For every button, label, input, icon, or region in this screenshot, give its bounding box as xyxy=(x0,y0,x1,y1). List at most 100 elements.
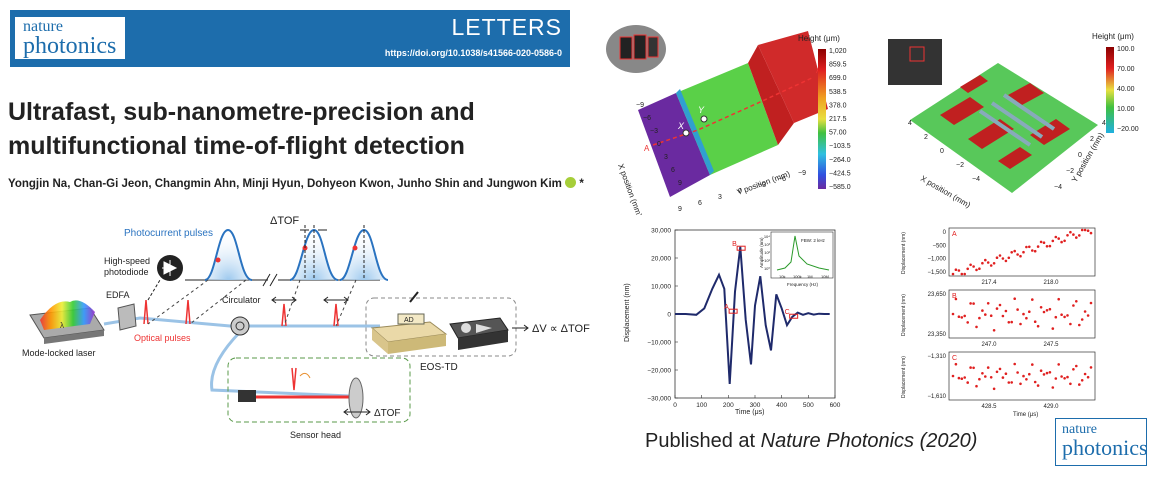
data-point xyxy=(1045,371,1049,375)
orcid-icon[interactable] xyxy=(565,177,577,188)
photocurrent-pulses xyxy=(204,228,389,281)
colorbar-tick: 699.0 xyxy=(829,75,847,82)
data-point xyxy=(1039,306,1043,309)
x-tick: 100 xyxy=(696,402,707,409)
data-point xyxy=(1025,316,1028,320)
panel-y-tick: 23,650 xyxy=(928,292,947,298)
data-point xyxy=(1010,251,1013,254)
data-point xyxy=(1066,375,1069,379)
zoom-panel-c: C Displacement (nm) −1,310 −1,610 428.5 429.0 xyxy=(901,351,1096,410)
data-point xyxy=(978,316,981,320)
authors-text: Yongjin Na, Chan-Gi Jeon, Changmin Ahn, … xyxy=(8,178,562,190)
data-point xyxy=(1010,320,1013,324)
data-point xyxy=(960,272,964,276)
edfa-icon xyxy=(117,303,137,331)
data-point xyxy=(1007,256,1011,260)
nature-photonics-logo-small: nature photonics xyxy=(1055,418,1148,466)
data-point xyxy=(1072,233,1075,236)
data-point xyxy=(1036,324,1040,328)
optical-pulse-1 xyxy=(143,299,149,325)
inset-y-tick: 10³ xyxy=(764,242,770,247)
data-point xyxy=(1089,301,1093,305)
arrow-1 xyxy=(271,296,297,304)
data-point xyxy=(986,302,990,305)
data-point xyxy=(1036,384,1040,387)
laser-label: Mode-locked laser xyxy=(22,348,96,358)
marker-a: A xyxy=(644,144,650,153)
data-point xyxy=(1001,376,1005,379)
title-line-1: Ultrafast, sub-nanometre-precision and xyxy=(8,98,475,126)
data-point xyxy=(1007,321,1011,324)
optical-pulses-label: Optical pulses xyxy=(134,333,191,343)
annotation-label: B xyxy=(732,241,737,248)
data-point xyxy=(1045,309,1049,312)
data-point xyxy=(984,375,987,378)
data-point xyxy=(1048,371,1052,374)
data-point xyxy=(951,272,955,276)
data-point xyxy=(1013,362,1016,366)
published-prefix: Published at xyxy=(645,430,761,452)
surface-plot-right: 420−2−4 420−2−4 X position (mm) Y positi… xyxy=(888,32,1139,210)
data-point xyxy=(1048,244,1052,248)
panel-y-tick: −1,500 xyxy=(927,270,946,276)
data-point xyxy=(1025,245,1028,249)
data-point xyxy=(1042,373,1046,376)
spectrum-shape xyxy=(40,300,95,330)
logo-line1: nature xyxy=(23,18,63,35)
ad-box xyxy=(397,313,425,325)
photodiode-label-2: photodiode xyxy=(104,267,149,277)
data-point xyxy=(1031,298,1034,301)
y-tick: 9 xyxy=(678,206,682,213)
data-point xyxy=(1057,363,1060,366)
colorbar-tick: −585.0 xyxy=(829,184,851,191)
data-point xyxy=(1042,241,1046,244)
data-point xyxy=(1022,374,1025,378)
inset-xlabel: Frequency (Hz) xyxy=(787,282,819,287)
data-point xyxy=(1072,304,1075,307)
colorbar-tick: −20.00 xyxy=(1117,126,1139,133)
annotation-box xyxy=(728,308,738,314)
doi-link[interactable]: https://doi.org/10.1038/s41566-020-0586-… xyxy=(384,48,562,58)
data-point xyxy=(986,366,990,369)
data-point xyxy=(998,367,1002,371)
colorbar-ticks: 100.0 70.00 40.00 10.00 −20.00 xyxy=(1117,46,1139,133)
reflected-pulse-1 xyxy=(281,303,287,327)
data-point xyxy=(1004,372,1008,375)
data-point xyxy=(1045,245,1049,248)
data-point xyxy=(989,314,993,317)
inset-y-tick: 10⁰ xyxy=(764,266,770,271)
panel-x-tick: 218.0 xyxy=(1043,280,1059,286)
data-point xyxy=(951,374,955,378)
data-point xyxy=(1060,240,1063,244)
panel-y-tick: 23,350 xyxy=(928,332,947,338)
data-point xyxy=(1063,239,1066,243)
inset-x-tick: 1M xyxy=(807,274,813,279)
data-point xyxy=(960,316,964,319)
sensor-head-box xyxy=(227,357,411,423)
y-tick: −10,000 xyxy=(647,340,671,347)
x-tick-labels: 0 100 200 300 400 500 600 xyxy=(673,395,841,409)
colorbar xyxy=(818,49,826,189)
inset-x-ticks: 10k 100k 1M 10M xyxy=(779,274,829,279)
eos-td-box xyxy=(365,297,517,357)
data-point xyxy=(1069,322,1072,326)
colorbar-tick: −103.5 xyxy=(829,143,851,150)
y-tick: −9 xyxy=(798,170,806,177)
panel-y-tick: 0 xyxy=(943,230,947,236)
data-point xyxy=(975,384,978,388)
y-tick: 0 xyxy=(738,188,742,195)
y-tick: −20,000 xyxy=(647,368,671,375)
panel-label: C xyxy=(952,355,957,362)
circulator-icon xyxy=(230,316,250,336)
panel-label: B xyxy=(952,293,957,300)
section-label: LETTERS xyxy=(451,14,562,40)
published-note: Published at Nature Photonics (2020) xyxy=(645,430,977,453)
x-tick: −4 xyxy=(972,176,980,183)
x-axis-label: X position (mm) xyxy=(616,163,644,215)
data-point xyxy=(1080,228,1084,232)
data-point xyxy=(1010,381,1013,384)
data-point xyxy=(1042,310,1046,314)
panel-x-tick: 247.0 xyxy=(981,342,997,348)
y-tick-labels: 4 2 0 −2 −4 xyxy=(1054,120,1106,191)
data-point xyxy=(957,315,961,318)
